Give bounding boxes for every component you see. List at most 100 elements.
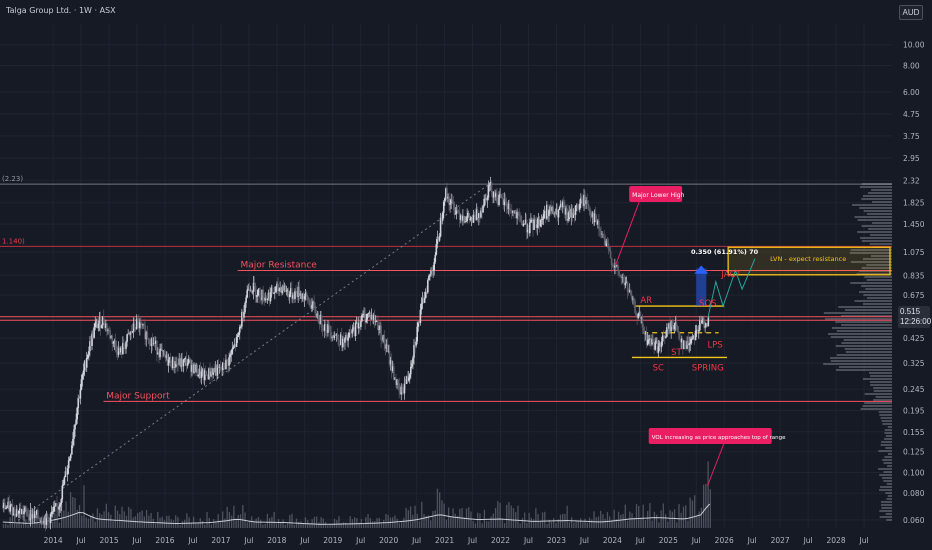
candle-body: [158, 352, 160, 358]
candle-body: [383, 334, 386, 344]
candle-body: [622, 277, 625, 282]
volume-profile-bar: [831, 327, 892, 329]
volume-profile-bar: [841, 342, 892, 344]
volume-bar: [74, 497, 76, 528]
candle-body: [114, 340, 117, 346]
volume-bar: [481, 523, 483, 528]
volume-bar: [181, 521, 184, 528]
candle-body: [633, 298, 635, 301]
candle-body: [68, 458, 71, 461]
candle-body: [340, 334, 343, 348]
volume-profile-bar: [864, 276, 892, 278]
volume-bar: [179, 524, 181, 528]
candle-body: [386, 344, 389, 352]
volume-bar: [327, 525, 329, 528]
candle-body: [660, 341, 663, 348]
chart-title: Talga Group Ltd. · 1W · ASX: [6, 6, 116, 15]
candle-body: [204, 370, 207, 375]
candle-body: [475, 209, 478, 220]
volume-bar: [691, 500, 694, 528]
volume-bar: [58, 522, 61, 528]
candle-body: [412, 357, 414, 364]
candle-body: [198, 368, 201, 375]
candle-body: [506, 206, 509, 210]
candle-body: [458, 212, 461, 220]
candle-body: [304, 292, 307, 297]
candle-body: [416, 326, 418, 342]
candle-body: [697, 330, 700, 332]
candle-body: [646, 339, 649, 345]
candle-body: [29, 510, 32, 521]
candle-body: [295, 290, 297, 293]
candle-body: [691, 338, 694, 340]
volume-bar: [669, 510, 671, 528]
volume-bar: [365, 517, 367, 528]
candle-body: [331, 337, 333, 338]
volume-bar: [584, 518, 586, 528]
volume-bar: [72, 497, 74, 528]
candle-body: [570, 208, 573, 218]
level-label: (2.23): [2, 175, 23, 183]
candle-body: [231, 348, 234, 354]
candle-body: [52, 506, 55, 512]
volume-profile-bar: [836, 354, 892, 356]
candle-body: [228, 357, 230, 366]
volume-bar: [638, 505, 640, 528]
volume-bar: [432, 510, 434, 528]
candle-body: [476, 209, 479, 218]
candle-body: [629, 290, 632, 295]
candle-body: [349, 332, 352, 333]
volume-profile-bar: [866, 297, 892, 299]
price-axis-label: 0.245: [903, 385, 925, 394]
volume-bar: [626, 520, 629, 528]
candle-body: [677, 331, 680, 334]
candle-body: [701, 320, 703, 324]
candle-body: [679, 338, 682, 343]
currency-button[interactable]: AUD: [899, 5, 923, 20]
volume-bar: [416, 513, 418, 528]
volume-bar: [266, 513, 269, 528]
volume-profile-bar: [867, 192, 892, 194]
volume-bar: [239, 514, 242, 528]
volume-bar: [573, 522, 575, 528]
wyckoff-label: ST: [671, 348, 682, 358]
volume-bar: [579, 518, 582, 528]
candle-body: [652, 338, 654, 343]
candle-body: [207, 375, 209, 380]
candle-body: [600, 230, 602, 235]
volume-bar: [83, 485, 85, 528]
candle-body: [315, 313, 318, 318]
candle-body: [604, 238, 607, 246]
volume-profile-bar: [883, 471, 892, 473]
candle-body: [422, 298, 425, 303]
candle-body: [134, 328, 137, 330]
volume-bar: [255, 518, 257, 528]
volume-bar: [483, 509, 486, 528]
volume-bar: [56, 514, 58, 528]
candle-body: [112, 342, 115, 344]
candle-body: [557, 209, 560, 218]
wyckoff-label: JAC?: [720, 270, 739, 280]
candle-body: [470, 217, 473, 220]
candle-body: [172, 357, 174, 369]
candle-body: [615, 265, 617, 267]
candle-body: [688, 343, 691, 346]
volume-profile-bar: [869, 372, 892, 374]
volume-bar: [541, 512, 544, 528]
candle-body: [427, 280, 429, 293]
candle-body: [45, 513, 48, 525]
candle-body: [465, 221, 467, 222]
price-axis-label: 1.450: [903, 220, 925, 229]
volume-bar: [322, 518, 324, 528]
candle-body: [502, 198, 505, 205]
candle-body: [518, 212, 521, 216]
candle-body: [483, 198, 485, 207]
candle-body: [514, 212, 516, 214]
candle-body: [276, 283, 278, 287]
level-label: 1.140): [2, 237, 25, 245]
volume-bar: [635, 504, 638, 528]
candle-body: [407, 377, 410, 381]
wyckoff-label: LPS: [707, 340, 722, 350]
candle-body: [234, 344, 237, 347]
